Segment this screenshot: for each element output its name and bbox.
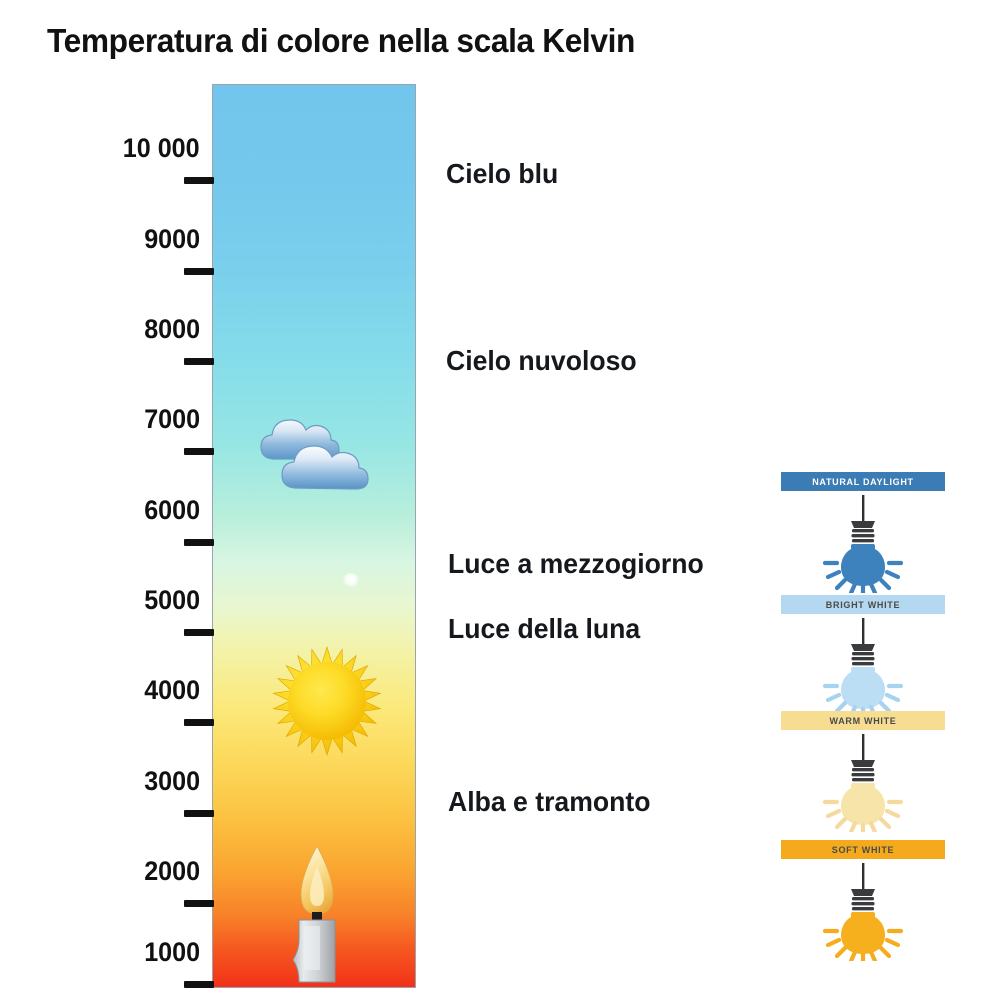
bulb-label: BRIGHT WHITE [825,599,901,610]
bulb-label: WARM WHITE [829,715,897,726]
axis-label-5000: 5000 [144,585,200,615]
axis-tick [184,177,214,184]
bulb-banner: WARM WHITE [781,711,945,730]
axis-label-9000: 9000 [144,224,200,254]
bulb-icon-wrap [781,730,945,832]
axis-label-6000: 6000 [144,495,200,525]
caption-luce-della-luna: Luce della luna [448,613,641,644]
bulb-card-soft-white[interactable]: SOFT WHITE [781,840,945,961]
clouds-icon [260,419,369,490]
caption-alba-e-tramonto: Alba e tramonto [448,786,651,817]
kelvin-gradient-bar [212,84,416,988]
axis-tick [184,539,214,546]
candle-icon [292,845,336,983]
axis-tick [184,981,214,988]
axis-tick [184,719,214,726]
axis-label-2000: 2000 [144,856,200,886]
bulb-card-warm-white[interactable]: WARM WHITE [781,711,945,832]
axis-tick [184,448,214,455]
bulb-card-bright-white[interactable]: BRIGHT WHITE [781,595,945,716]
light-bulb-icon [822,495,904,593]
bulb-label: SOFT WHITE [831,844,895,855]
bulb-card-natural-daylight[interactable]: NATURAL DAYLIGHT [781,472,945,593]
moon-icon [343,573,359,587]
axis-label-10000: 10 000 [123,133,200,163]
axis-tick [184,810,214,817]
axis-tick [184,268,214,275]
light-bulb-icon [822,734,904,832]
axis-label-3000: 3000 [144,766,200,796]
axis-label-1000: 1000 [144,937,200,967]
bulb-icon-wrap [781,614,945,716]
bulb-banner: BRIGHT WHITE [781,595,945,614]
bulb-label: NATURAL DAYLIGHT [812,476,914,487]
sun-icon [272,645,382,757]
bulb-banner: NATURAL DAYLIGHT [781,472,945,491]
axis-label-4000: 4000 [144,675,200,705]
bulb-icon-wrap [781,859,945,961]
caption-cielo-blu: Cielo blu [446,158,559,189]
light-bulb-icon [822,863,904,961]
axis-label-7000: 7000 [144,404,200,434]
light-bulb-icon [822,618,904,716]
caption-cielo-nuvoloso: Cielo nuvoloso [446,345,637,376]
axis-label-8000: 8000 [144,314,200,344]
page-title: Temperatura di colore nella scala Kelvin [47,22,635,59]
bulb-banner: SOFT WHITE [781,840,945,859]
bulb-icon-wrap [781,491,945,593]
caption-luce-mezzogiorno: Luce a mezzogiorno [448,548,704,579]
axis-tick [184,900,214,907]
axis-tick [184,629,214,636]
axis-tick [184,358,214,365]
